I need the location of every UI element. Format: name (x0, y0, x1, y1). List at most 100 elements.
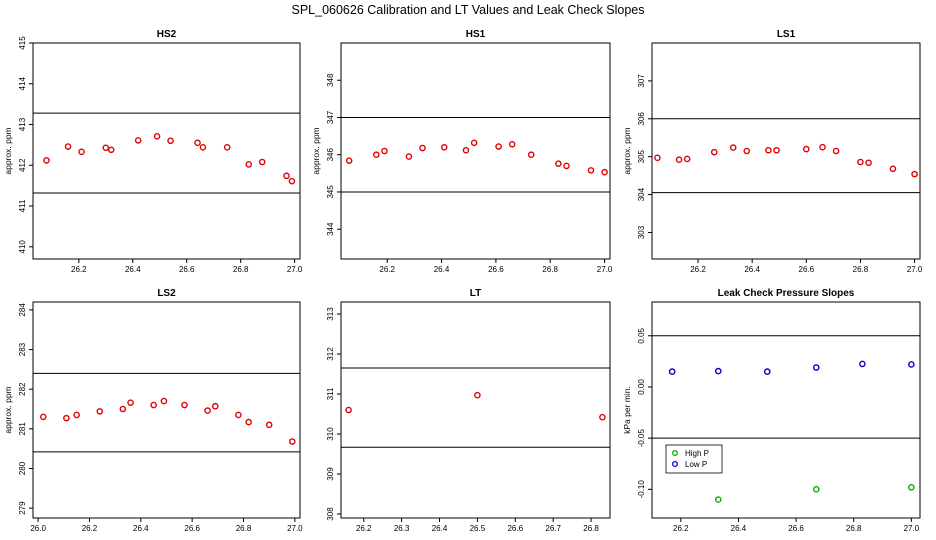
chart-panel-2: HS1 26.2 26.4 26.6 26.8 27.0 344 345 346 347 348 ap… (311, 29, 613, 274)
data-point (43, 157, 50, 164)
y-tick-label: 313 (326, 307, 335, 321)
x-tick-label: 26.4 (133, 524, 149, 533)
data-point (119, 405, 127, 413)
data-point (153, 133, 161, 140)
x-tick-label: 26.4 (432, 524, 448, 533)
chart-panel-6: Leak Check Pressure Slopes 26.2 26.4 26.6 26… (622, 288, 921, 533)
data-point (908, 361, 915, 368)
plot-frame (340, 301, 611, 519)
data-point (150, 401, 157, 409)
data-point (908, 483, 915, 491)
x-tick-label: 26.6 (488, 265, 504, 274)
y-tick-label: 282 (18, 382, 27, 396)
data-point (668, 368, 676, 375)
x-tick-label: 27.0 (287, 524, 303, 533)
panel-title: HS2 (157, 29, 177, 40)
data-point (601, 168, 608, 176)
data-point (73, 411, 80, 419)
x-tick-label: 26.8 (846, 524, 862, 533)
x-tick-label: 26.6 (184, 524, 200, 533)
x-tick-label: 26.6 (788, 524, 804, 533)
data-point (654, 154, 661, 162)
y-axis-label: approx. ppm (311, 127, 321, 174)
chart-panel-5: LT 26.2 26.3 26.4 26.5 26.6 26.7 26.8 308 309 310 3… (326, 288, 611, 533)
data-point (96, 408, 104, 415)
chart-panel-3: LS1 26.2 26.4 26.6 26.8 27.0 303 304 305 306 307 ap… (622, 29, 923, 274)
data-point (245, 418, 252, 426)
chart-panel-1: HS2 26.2 26.4 26.6 26.8 27.0 410 411 412 413 414 41… (3, 29, 303, 274)
y-tick-label: 347 (326, 110, 335, 124)
data-point (134, 137, 142, 144)
data-point (63, 414, 70, 422)
panel-title: LT (470, 288, 481, 299)
legend-label: Low P (685, 460, 707, 469)
x-tick-label: 26.5 (470, 524, 486, 533)
y-tick-label: 307 (637, 74, 646, 88)
x-tick-label: 26.0 (30, 524, 46, 533)
chart-legend: High P Low P (665, 444, 723, 474)
x-tick-label: 26.8 (233, 265, 249, 274)
y-tick-label: 306 (637, 112, 646, 126)
data-point (181, 401, 188, 409)
data-point (508, 140, 516, 148)
y-tick-label: -0.10 (637, 480, 646, 499)
x-tick-label: 26.4 (125, 265, 141, 274)
plot-frame (32, 42, 301, 260)
panel-title: HS1 (466, 29, 486, 40)
data-point (763, 368, 771, 375)
data-point (405, 153, 413, 160)
data-point (419, 144, 426, 152)
data-point (599, 413, 606, 421)
panel-title: LS1 (777, 29, 796, 40)
data-point (160, 397, 168, 405)
data-point (714, 367, 722, 375)
data-point (765, 146, 772, 154)
x-tick-label: 26.8 (236, 524, 252, 533)
x-tick-label: 26.2 (82, 524, 98, 533)
y-tick-label: 283 (18, 342, 27, 356)
x-tick-label: 26.6 (507, 524, 523, 533)
data-point (812, 486, 820, 493)
y-axis-label: approx. ppm (3, 386, 13, 433)
data-point (495, 143, 502, 150)
plot-frame (340, 42, 611, 260)
x-tick-label: 26.2 (71, 265, 87, 274)
x-tick-label: 27.0 (597, 265, 613, 274)
data-point (345, 406, 352, 414)
x-tick-label: 26.2 (356, 524, 372, 533)
y-tick-label: 413 (18, 117, 27, 131)
y-tick-label: 412 (18, 158, 27, 172)
y-tick-label: 0.00 (637, 379, 646, 395)
data-point (710, 148, 718, 156)
y-tick-label: 346 (326, 148, 335, 162)
x-tick-label: 27.0 (907, 265, 923, 274)
data-point (675, 156, 683, 164)
x-tick-label: 26.8 (583, 524, 599, 533)
data-point (889, 165, 897, 173)
data-point (527, 151, 535, 159)
x-tick-label: 26.3 (394, 524, 410, 533)
x-tick-label: 27.0 (287, 265, 303, 274)
y-tick-label: 312 (326, 347, 335, 361)
data-point (587, 167, 595, 174)
legend-label: High P (685, 449, 709, 458)
data-point (235, 411, 242, 419)
plot-frame (651, 42, 921, 260)
data-point (64, 143, 72, 150)
y-tick-label: 414 (18, 77, 27, 91)
data-point (345, 157, 353, 164)
y-tick-label: 311 (326, 387, 335, 400)
data-point (288, 438, 296, 445)
data-point (381, 147, 388, 155)
y-axis-label: approx. ppm (622, 127, 632, 174)
data-point (714, 496, 722, 503)
y-tick-label: 348 (326, 73, 335, 87)
data-point (859, 360, 866, 368)
data-point (102, 144, 110, 152)
y-tick-label: 0.05 (637, 327, 646, 343)
y-tick-label: 308 (326, 507, 335, 521)
y-tick-label: 415 (18, 36, 27, 50)
x-tick-label: 26.7 (545, 524, 561, 533)
chart-panel-4: LS2 26.0 26.2 26.4 26.6 26.8 27.0 279 280 281 282 2… (3, 288, 303, 533)
